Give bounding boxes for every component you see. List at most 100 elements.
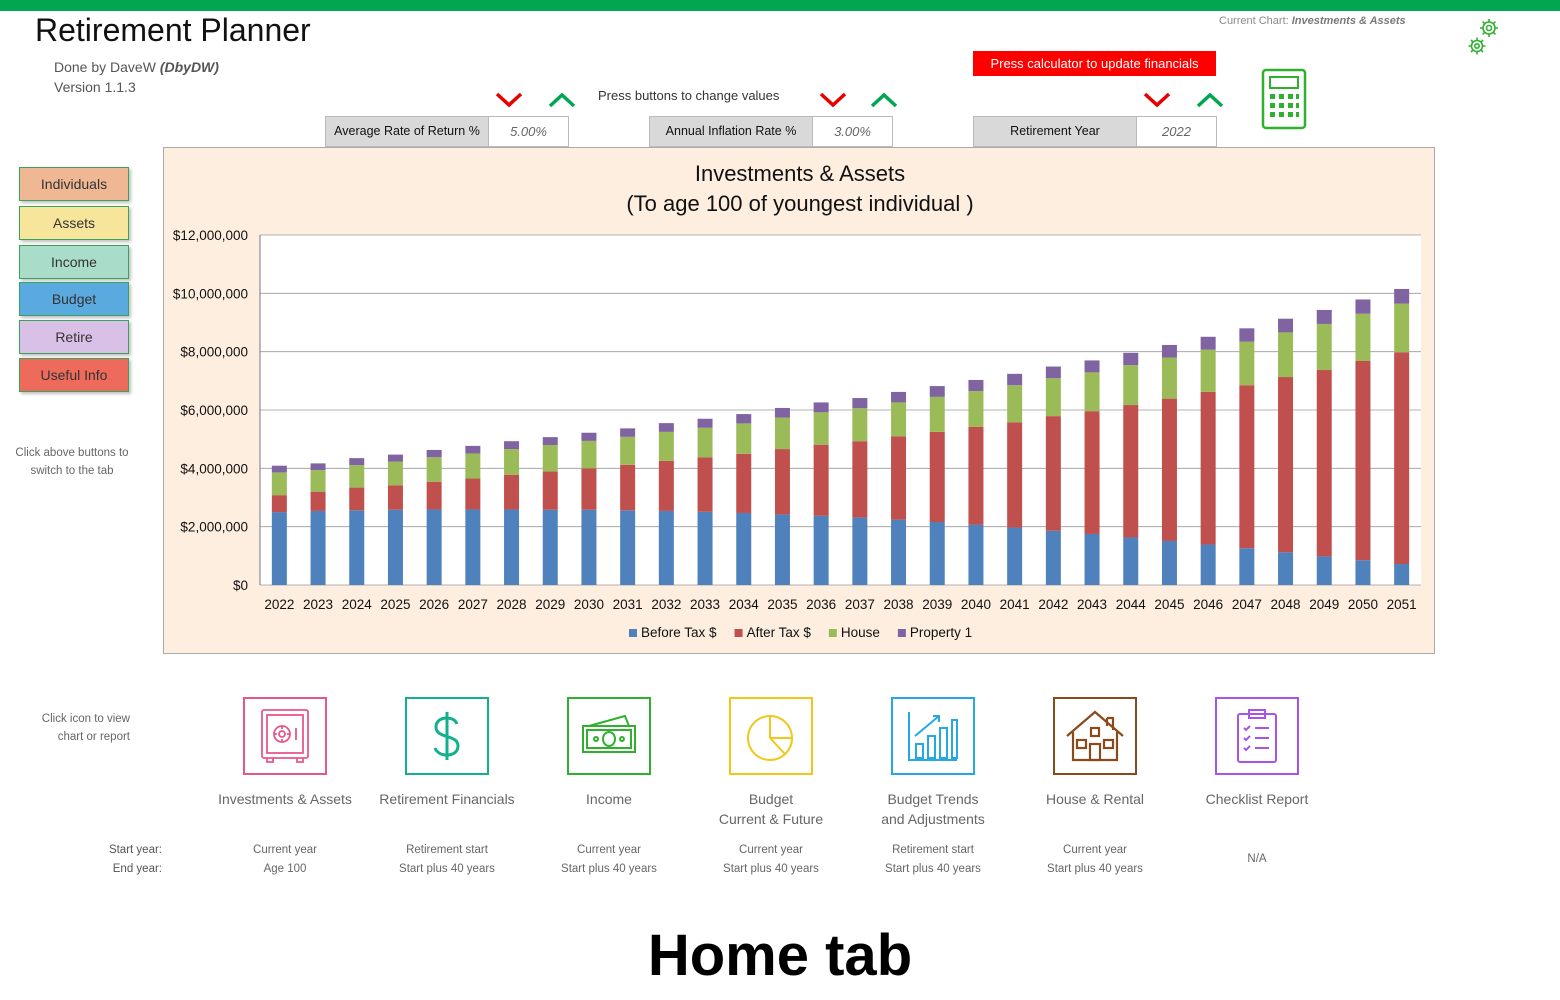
legend-swatch <box>897 629 906 637</box>
bar-segment <box>852 441 868 518</box>
x-tick-label: 2030 <box>574 597 604 612</box>
inflation-rate-field: Annual Inflation Rate % 3.00% <box>649 116 893 147</box>
retirement-year-decrease-arrow-icon[interactable] <box>1142 91 1172 109</box>
bar-segment <box>1161 540 1177 585</box>
bar-segment <box>891 391 907 403</box>
tile-budget[interactable] <box>729 697 813 775</box>
bar-segment <box>504 441 520 450</box>
nav-hint: Click above buttons to switch to the tab <box>15 447 129 477</box>
tile-investments-assets[interactable] <box>243 697 327 775</box>
y-tick-label: $8,000,000 <box>180 345 248 360</box>
bar-segment <box>504 474 520 510</box>
nav-button-assets[interactable]: Assets <box>19 206 129 240</box>
press-buttons-hint: Press buttons to change values <box>598 88 780 103</box>
x-tick-label: 2022 <box>264 597 294 612</box>
x-tick-label: 2043 <box>1077 597 1107 612</box>
bar-segment <box>581 432 597 441</box>
retirement-year-increase-arrow-icon[interactable] <box>1195 91 1225 109</box>
rate-of-return-increase-arrow-icon[interactable] <box>547 91 577 109</box>
dollar-icon <box>433 712 460 760</box>
bar-segment <box>465 453 481 479</box>
rate-of-return-label: Average Rate of Return % <box>326 117 488 146</box>
nav-button-budget[interactable]: Budget <box>19 282 129 316</box>
bar-segment <box>658 510 674 585</box>
bar-segment <box>1123 352 1139 366</box>
x-tick-label: 2031 <box>613 597 643 612</box>
bar-segment <box>620 428 636 437</box>
tile-income[interactable] <box>567 697 651 775</box>
bar-segment <box>1123 405 1139 538</box>
bar-segment <box>1316 323 1332 371</box>
x-tick-label: 2048 <box>1271 597 1301 612</box>
bar-segment <box>1239 548 1255 585</box>
tile-start-house-rental: Current year <box>1063 844 1127 856</box>
rate-of-return-decrease-arrow-icon[interactable] <box>494 91 524 109</box>
tile-budget-trends[interactable] <box>891 697 975 775</box>
retirement-year-value: 2022 <box>1136 117 1216 146</box>
bar-segment <box>774 514 790 585</box>
tile-label-checklist-report: Checklist Report <box>1205 791 1309 807</box>
bar-segment <box>271 495 287 513</box>
inflation-rate-value: 3.00% <box>812 117 892 146</box>
retirement-year-label: Retirement Year <box>974 117 1136 146</box>
tile-start-budget-trends: Retirement start <box>892 844 974 856</box>
legend-swatch <box>629 629 637 637</box>
tile-checklist-report[interactable] <box>1215 697 1299 775</box>
x-tick-label: 2041 <box>1000 597 1030 612</box>
press-calculator-notice: Press calculator to update financials <box>973 51 1216 76</box>
bar-segment <box>581 440 597 469</box>
inflation-increase-arrow-icon[interactable] <box>869 91 899 109</box>
legend-label: Property 1 <box>910 625 972 640</box>
bar-segment <box>1394 288 1410 304</box>
inflation-rate-label: Annual Inflation Rate % <box>650 117 812 146</box>
inflation-decrease-arrow-icon[interactable] <box>818 91 848 109</box>
bar-segment <box>929 386 945 397</box>
settings-gear-icon[interactable] <box>1464 16 1504 60</box>
bar-segment <box>852 517 868 585</box>
bar-segment <box>465 445 481 454</box>
x-tick-label: 2027 <box>458 597 488 612</box>
nav-button-retire[interactable]: Retire <box>19 320 129 354</box>
tile-house-rental[interactable] <box>1053 697 1137 775</box>
tile-start-investments-assets: Current year <box>253 844 317 856</box>
bar-segment <box>310 491 326 511</box>
nav-button-individuals[interactable]: Individuals <box>19 167 129 201</box>
x-tick-label: 2046 <box>1193 597 1223 612</box>
x-tick-label: 2050 <box>1348 597 1378 612</box>
tile-label-budget-trends: Budget Trends and Adjustments <box>881 791 985 827</box>
bar-segment <box>542 471 558 510</box>
page-caption: Home tab <box>647 923 913 988</box>
tile-end-retirement-financials: Start plus 40 years <box>399 863 495 875</box>
top-accent-bar <box>0 0 1560 11</box>
bar-segment <box>774 417 790 450</box>
x-tick-label: 2029 <box>535 597 565 612</box>
bar-segment <box>1045 366 1061 379</box>
current-chart-indicator: Current Chart: Investments & Assets <box>1219 15 1406 27</box>
y-tick-label: $6,000,000 <box>180 403 248 418</box>
cash-icon <box>582 714 636 753</box>
bar-segment <box>271 472 287 496</box>
bar-segment <box>813 412 829 445</box>
bar-segment <box>620 510 636 585</box>
bar-segment <box>542 437 558 445</box>
bar-segment <box>1200 391 1216 545</box>
bar-segment <box>504 449 520 475</box>
x-tick-label: 2039 <box>922 597 952 612</box>
x-tick-label: 2024 <box>342 597 373 612</box>
calculator-icon[interactable] <box>1260 68 1308 130</box>
y-tick-label: $2,000,000 <box>180 520 248 535</box>
bar-growth-icon <box>908 712 958 761</box>
y-tick-label: $12,000,000 <box>173 228 248 243</box>
bar-segment <box>929 396 945 432</box>
bar-segment <box>426 457 442 482</box>
x-tick-label: 2035 <box>767 597 797 612</box>
bar-segment <box>658 460 674 511</box>
bar-segment <box>1355 361 1371 561</box>
nav-button-useful-info[interactable]: Useful Info <box>19 358 129 392</box>
nav-button-income[interactable]: Income <box>19 245 129 279</box>
x-tick-label: 2051 <box>1387 597 1417 612</box>
bar-segment <box>697 418 713 428</box>
safe-icon <box>261 709 309 763</box>
tile-retirement-financials[interactable] <box>405 697 489 775</box>
y-tick-label: $4,000,000 <box>180 461 248 476</box>
